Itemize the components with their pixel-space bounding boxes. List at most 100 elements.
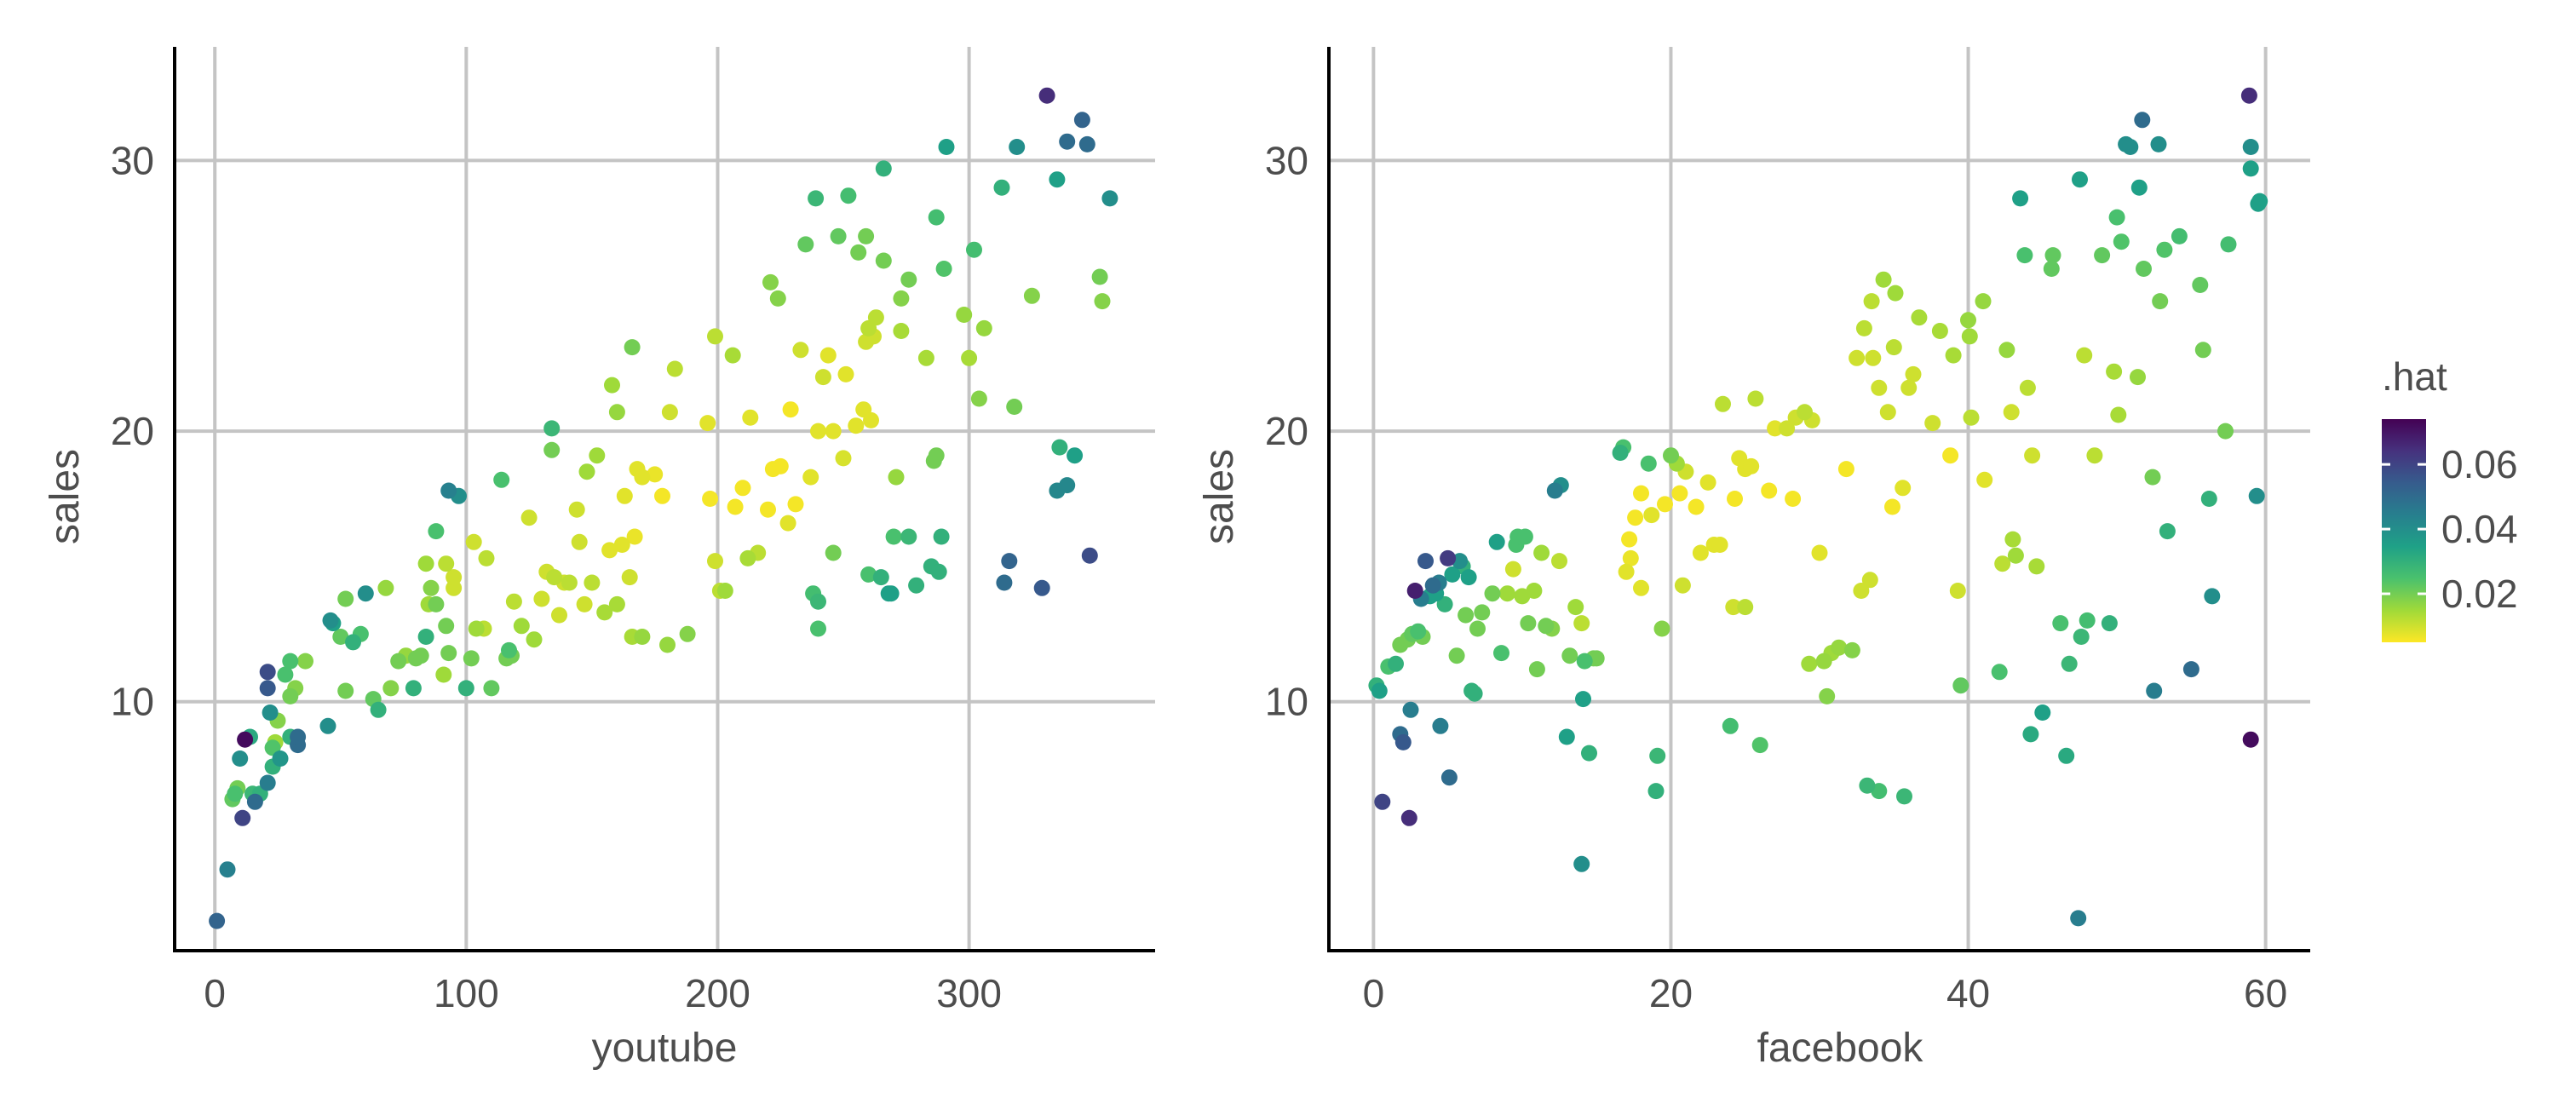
youtube-point — [417, 555, 434, 572]
youtube-point — [996, 574, 1013, 591]
youtube-point — [237, 731, 254, 748]
legend-breaks: 0.06 0.04 0.02 — [2382, 442, 2518, 616]
youtube-point — [412, 647, 429, 664]
youtube-point — [259, 680, 276, 697]
youtube-y-axis-title: sales — [43, 449, 88, 544]
youtube-point — [624, 339, 641, 356]
youtube-point — [262, 704, 279, 721]
facebook-point — [1653, 620, 1670, 637]
facebook-x-tick-label: 0 — [1363, 971, 1385, 1015]
facebook-point — [1885, 339, 1902, 356]
facebook-point — [1499, 585, 1515, 602]
youtube-point — [863, 411, 879, 428]
facebook-point — [1837, 461, 1854, 478]
facebook-point — [1895, 480, 1912, 497]
youtube-point — [505, 593, 522, 610]
facebook-point — [1424, 577, 1441, 594]
facebook-point — [1949, 583, 1966, 599]
youtube-point — [1101, 190, 1118, 207]
facebook-point — [1779, 420, 1796, 437]
youtube-point — [440, 482, 457, 499]
facebook-point — [2220, 236, 2237, 253]
facebook-point — [2130, 369, 2146, 386]
youtube-point — [604, 377, 620, 394]
facebook-point — [1643, 507, 1660, 524]
youtube-point — [810, 620, 826, 637]
youtube-point — [1038, 87, 1055, 104]
facebook-point — [1671, 485, 1688, 502]
youtube-gridlines — [175, 47, 1155, 951]
youtube-point — [428, 595, 445, 612]
youtube-point — [634, 629, 651, 645]
facebook-point — [1640, 455, 1657, 472]
youtube-point — [930, 563, 947, 580]
facebook-point — [1843, 641, 1860, 658]
facebook-point — [1371, 682, 1388, 699]
youtube-point — [935, 261, 952, 277]
youtube-point — [900, 528, 917, 545]
youtube-point — [875, 160, 892, 177]
youtube-y-tick-label: 30 — [111, 138, 154, 182]
hat-legend: .hat 0.06 0.04 0.02 — [2382, 354, 2518, 642]
youtube-point — [654, 487, 670, 504]
youtube-point — [227, 785, 244, 802]
facebook-point — [1567, 599, 1584, 616]
facebook-point — [1474, 604, 1491, 621]
youtube-point — [782, 401, 799, 418]
facebook-point — [1715, 395, 1731, 412]
facebook-point — [1863, 293, 1880, 310]
facebook-point — [1516, 528, 1533, 545]
facebook-point — [1900, 379, 1918, 396]
youtube-point — [234, 809, 251, 826]
facebook-point — [1853, 583, 1870, 599]
youtube-point — [272, 750, 289, 767]
youtube-point — [724, 347, 741, 364]
facebook-point — [2192, 277, 2209, 293]
youtube-point — [666, 360, 683, 377]
youtube-point — [1091, 268, 1108, 285]
facebook-point — [1819, 687, 1836, 704]
facebook-y-axis-title: sales — [1197, 449, 1242, 544]
facebook-x-axis-title: facebook — [1757, 1026, 1924, 1071]
facebook-point — [2110, 406, 2127, 423]
youtube-point — [933, 528, 950, 545]
facebook-point — [2022, 726, 2039, 743]
facebook-point — [1797, 404, 1813, 421]
facebook-point — [1649, 747, 1666, 764]
facebook-point — [1621, 531, 1638, 548]
youtube-point — [246, 793, 263, 810]
youtube-point — [493, 471, 510, 488]
legend-break-label: 0.04 — [2441, 507, 2518, 551]
facebook-point — [1647, 783, 1665, 800]
facebook-point — [2070, 910, 2087, 927]
facebook-point — [2136, 261, 2152, 277]
facebook-point — [1815, 653, 1832, 670]
facebook-x-tick-label: 20 — [1649, 971, 1693, 1015]
youtube-point — [578, 463, 595, 480]
facebook-point — [1484, 585, 1501, 602]
youtube-point — [860, 566, 877, 583]
facebook-point — [1528, 661, 1545, 678]
facebook-point — [2108, 209, 2125, 226]
facebook-point — [2248, 487, 2265, 504]
facebook-point — [1573, 615, 1590, 632]
facebook-point — [2171, 227, 2188, 244]
youtube-point — [513, 618, 530, 635]
facebook-point — [1785, 491, 1802, 507]
facebook-point — [1963, 409, 1980, 426]
facebook-point — [1663, 447, 1679, 464]
facebook-point — [2024, 447, 2041, 464]
youtube-point — [1081, 547, 1098, 564]
facebook-point — [2058, 747, 2075, 764]
facebook-gridlines — [1329, 47, 2310, 951]
youtube-point — [1001, 553, 1018, 570]
facebook-point — [1417, 553, 1434, 570]
youtube-point — [405, 680, 422, 697]
youtube-point — [297, 653, 313, 670]
youtube-point — [457, 680, 474, 697]
facebook-point — [1688, 498, 1705, 515]
facebook-point — [1575, 691, 1591, 708]
facebook-point — [1711, 537, 1728, 553]
facebook-point — [1801, 655, 1818, 672]
youtube-point — [1059, 133, 1076, 150]
